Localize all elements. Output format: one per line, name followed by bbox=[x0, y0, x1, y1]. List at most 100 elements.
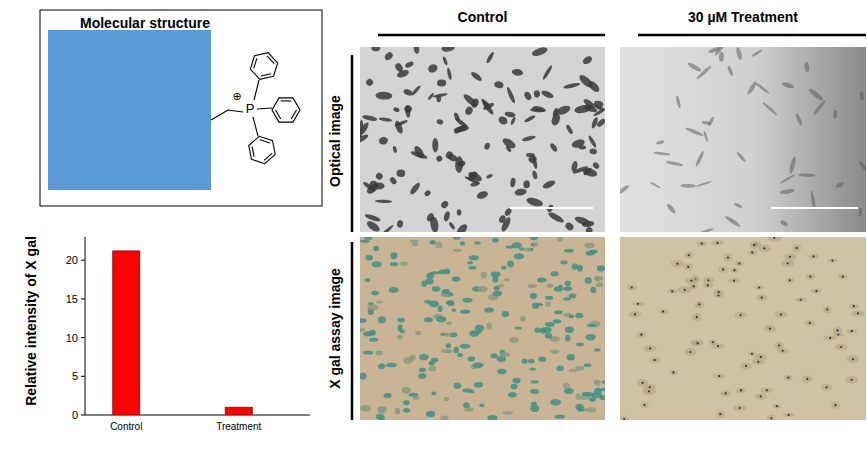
micrograph-content bbox=[620, 237, 866, 420]
stained-cell bbox=[554, 286, 563, 292]
cell bbox=[714, 293, 724, 298]
stained-cell bbox=[500, 352, 511, 357]
y-tick bbox=[81, 376, 85, 377]
cell bbox=[684, 263, 693, 271]
stained-cell bbox=[504, 278, 509, 281]
cell bbox=[773, 404, 781, 408]
cell bbox=[581, 55, 593, 66]
stained-cell bbox=[511, 384, 518, 390]
cell bbox=[423, 189, 431, 197]
bond bbox=[254, 80, 259, 100]
cell bbox=[396, 69, 410, 80]
stain-dot bbox=[789, 279, 791, 281]
cell bbox=[798, 173, 816, 177]
stain-dot bbox=[782, 350, 784, 352]
cell bbox=[369, 180, 378, 190]
stain-dot bbox=[687, 266, 689, 268]
stained-cell bbox=[538, 357, 546, 362]
stain-dot bbox=[745, 365, 747, 367]
stained-cell bbox=[536, 303, 543, 306]
stain-dot bbox=[684, 289, 686, 291]
stained-cell bbox=[469, 330, 479, 336]
cell bbox=[752, 359, 765, 365]
cell bbox=[620, 415, 629, 420]
column-rule bbox=[378, 34, 605, 37]
cell bbox=[851, 311, 864, 317]
cell bbox=[410, 150, 428, 160]
stain-dot bbox=[842, 276, 844, 278]
stained-cell bbox=[463, 298, 473, 303]
stain-dot bbox=[809, 322, 811, 324]
stained-cell bbox=[492, 276, 498, 283]
stained-cell bbox=[408, 393, 418, 397]
column-heading: 30 µM Treatment bbox=[688, 9, 798, 25]
stained-cell bbox=[586, 324, 595, 327]
stained-cell bbox=[512, 242, 522, 248]
cell bbox=[846, 355, 859, 363]
stained-cell bbox=[409, 354, 415, 360]
cell bbox=[464, 105, 474, 116]
micrograph-content bbox=[620, 47, 866, 232]
cell bbox=[436, 95, 442, 102]
cell bbox=[476, 190, 489, 201]
cell bbox=[724, 215, 741, 228]
cell bbox=[845, 376, 859, 384]
stained-cell bbox=[468, 266, 477, 270]
cell bbox=[441, 47, 455, 52]
stained-cell bbox=[443, 397, 449, 401]
cell bbox=[371, 47, 380, 51]
cell bbox=[523, 91, 533, 102]
stained-cell bbox=[468, 356, 476, 361]
y-tick bbox=[81, 337, 85, 338]
stain-dot bbox=[725, 392, 727, 394]
cell bbox=[658, 309, 668, 314]
stained-cell bbox=[441, 349, 452, 353]
y-tick-label: 15 bbox=[66, 293, 78, 305]
stained-cell bbox=[460, 310, 471, 314]
cell bbox=[858, 207, 863, 216]
stained-cell bbox=[602, 380, 605, 383]
stain-dot bbox=[697, 342, 699, 344]
stained-cell bbox=[577, 408, 584, 411]
stained-cell bbox=[464, 407, 473, 412]
cell bbox=[702, 120, 711, 125]
cell bbox=[687, 61, 703, 73]
stain-dot bbox=[812, 255, 814, 257]
cell bbox=[735, 261, 744, 267]
cell bbox=[593, 100, 604, 108]
stained-cell bbox=[569, 315, 575, 319]
cell bbox=[685, 278, 698, 284]
cell bbox=[378, 136, 389, 145]
cell bbox=[380, 224, 395, 232]
stained-cell bbox=[378, 407, 387, 414]
cell bbox=[392, 146, 397, 154]
stained-cell bbox=[550, 271, 558, 276]
stained-cell bbox=[397, 335, 402, 339]
double-bond bbox=[281, 100, 292, 101]
x-tick-label: Treatment bbox=[216, 421, 261, 432]
stained-cell bbox=[403, 408, 410, 413]
stained-cell bbox=[584, 363, 592, 367]
stain-dot bbox=[834, 404, 836, 406]
cell bbox=[777, 348, 789, 353]
stained-cell bbox=[569, 293, 577, 298]
stain-dot bbox=[672, 371, 674, 373]
cell bbox=[587, 135, 597, 149]
stained-cell bbox=[545, 302, 551, 307]
stain-dot bbox=[631, 286, 633, 288]
stained-cell bbox=[597, 265, 605, 271]
stain-dot bbox=[760, 356, 762, 358]
cell bbox=[730, 268, 738, 273]
cell bbox=[807, 87, 824, 102]
cell bbox=[389, 176, 398, 185]
cell bbox=[716, 411, 725, 418]
stained-cell bbox=[360, 240, 370, 243]
phosphonium-group bbox=[211, 53, 300, 164]
cell bbox=[767, 237, 781, 242]
column-rule bbox=[638, 34, 866, 37]
stained-cell bbox=[453, 249, 462, 252]
stained-cell bbox=[360, 405, 371, 412]
stain-dot bbox=[707, 284, 709, 286]
cell bbox=[650, 181, 662, 189]
stained-cell bbox=[363, 351, 374, 355]
